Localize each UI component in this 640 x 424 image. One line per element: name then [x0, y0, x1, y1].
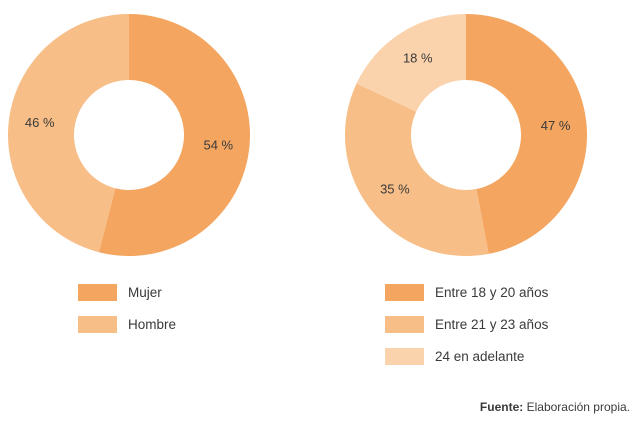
- slice-age-0: [466, 14, 587, 254]
- legend-swatch-21-23: [385, 315, 424, 333]
- legend-item-18-20: Entre 18 y 20 años: [385, 276, 548, 308]
- slice-label-gender-1: 46 %: [25, 115, 55, 130]
- legend-swatch-24-plus: [385, 347, 424, 365]
- source-text: Elaboración propia.: [526, 400, 630, 414]
- slice-gender-0: [98, 14, 251, 257]
- slice-label-gender-0: 54 %: [203, 138, 233, 153]
- legend-swatch-18-20: [385, 283, 424, 301]
- legend-swatch-mujer: [78, 283, 117, 301]
- legend-gender: Mujer Hombre: [78, 276, 176, 340]
- legend-swatch-hombre: [78, 315, 117, 333]
- legend-label-18-20: Entre 18 y 20 años: [435, 284, 549, 300]
- legend-label-hombre: Hombre: [128, 316, 177, 332]
- legend-label-24-plus: 24 en adelante: [435, 348, 525, 364]
- legend-age: Entre 18 y 20 años Entre 21 y 23 años 24…: [385, 276, 548, 372]
- slice-gender-1: [8, 14, 129, 253]
- slice-label-age-2: 18 %: [403, 50, 433, 65]
- legend-item-24-plus: 24 en adelante: [385, 340, 548, 372]
- source-note: Fuente: Elaboración propia.: [480, 400, 630, 414]
- legend-item-21-23: Entre 21 y 23 años: [385, 308, 548, 340]
- legend-label-21-23: Entre 21 y 23 años: [435, 316, 549, 332]
- slice-age-1: [345, 83, 489, 256]
- legend-item-mujer: Mujer: [78, 276, 176, 308]
- slice-age-2: [356, 14, 466, 112]
- legend-label-mujer: Mujer: [128, 284, 162, 300]
- source-label: Fuente:: [479, 400, 524, 414]
- legend-item-hombre: Hombre: [78, 308, 176, 340]
- slice-label-age-1: 35 %: [380, 182, 410, 197]
- slice-label-age-0: 47 %: [541, 118, 571, 133]
